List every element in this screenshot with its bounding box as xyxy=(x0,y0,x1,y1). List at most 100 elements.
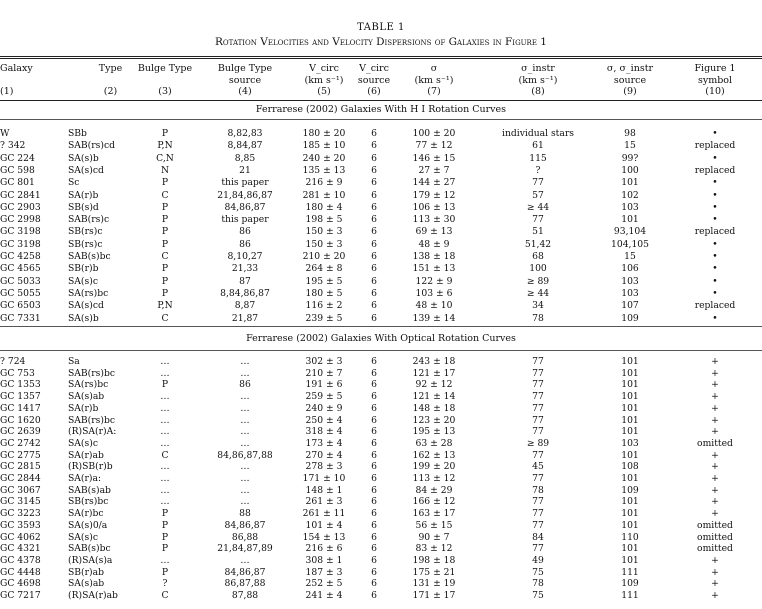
cell-figure-symbol: omitted xyxy=(697,519,733,531)
cell-vcirc: 264 ± 8 xyxy=(305,263,343,275)
header-vcirc-line2: (km s⁻¹) xyxy=(304,74,344,86)
table-row: GC 2742 SA(s)c … … 173 ± 4 6 63 ± 28 ≥ 89 103 omi… xyxy=(0,438,762,449)
cell-sigma-source: 106 xyxy=(621,263,639,275)
cell-sigma-instr: 34 xyxy=(532,300,544,312)
cell-bulge-source: 8,10,27 xyxy=(227,251,263,262)
table-row: GC 7331 SA(s)b C 21,87 239 ± 5 6 139 ± 14 78 109… xyxy=(0,313,762,324)
cell-vcirc-source: 6 xyxy=(371,379,377,391)
cell-sigma: 83 ± 12 xyxy=(415,543,453,555)
cell-type: SA(rs)bc xyxy=(68,379,109,391)
cell-vcirc-source: 6 xyxy=(371,437,377,449)
cell-galaxy: GC 4378 xyxy=(0,554,41,566)
cell-sigma-source: 101 xyxy=(621,356,639,367)
cell-bulge-source: 88 xyxy=(239,508,251,520)
cell-sigma: 131 ± 19 xyxy=(412,578,456,590)
cell-vcirc-source: 6 xyxy=(371,226,377,238)
cell-sigma-source: 101 xyxy=(621,426,639,438)
cell-sigma-source: 103 xyxy=(621,275,639,287)
cell-vcirc: 302 ± 3 xyxy=(305,356,343,367)
cell-type: SB(rs)c xyxy=(68,226,103,238)
cell-vcirc: 318 ± 4 xyxy=(305,426,343,438)
cell-vcirc-source: 6 xyxy=(371,367,377,379)
cell-sigma-instr: individual stars xyxy=(502,128,574,139)
cell-sigma-source: 101 xyxy=(621,473,639,484)
cell-bulge-type: … xyxy=(160,554,170,566)
cell-vcirc: 240 ± 20 xyxy=(302,152,346,164)
cell-sigma-source: 109 xyxy=(621,312,639,324)
cell-figure-symbol: + xyxy=(711,578,719,590)
cell-type: SA(s)0/a xyxy=(68,519,108,531)
cell-sigma: 166 ± 12 xyxy=(412,496,456,508)
header-vcirc-source: V_circ source (6) xyxy=(355,63,393,98)
cell-sigma-source: 101 xyxy=(621,496,639,508)
cell-sigma-source: 109 xyxy=(621,578,639,590)
cell-sigma: 122 ± 9 xyxy=(415,275,453,287)
cell-figure-symbol: • xyxy=(712,214,718,226)
cell-type: SA(s)cd xyxy=(68,300,104,312)
cell-galaxy: GC 2639 xyxy=(0,426,41,438)
cell-sigma: 151 ± 13 xyxy=(412,263,456,275)
cell-type: SA(s)cd xyxy=(68,164,104,176)
cell-sigma-instr: 77 xyxy=(532,414,544,426)
cell-sigma-source: 103 xyxy=(621,287,639,299)
cell-bulge-type: P xyxy=(161,177,169,189)
cell-bulge-source: … xyxy=(240,461,250,473)
cell-sigma-instr: 77 xyxy=(532,367,544,379)
table-row: GC 2844 SA(r)a: … … 171 ± 10 6 113 ± 12 77 101 + xyxy=(0,473,762,484)
cell-type: SA(s)c xyxy=(68,531,98,543)
cell-sigma-instr: 84 xyxy=(532,531,544,543)
cell-bulge-type: P,N xyxy=(157,140,173,152)
cell-vcirc-source: 6 xyxy=(371,449,377,461)
cell-vcirc: 210 ± 20 xyxy=(302,251,346,262)
cell-bulge-source: … xyxy=(240,437,250,449)
cell-bulge-type: C xyxy=(161,312,169,324)
cell-bulge-type: P xyxy=(161,263,169,275)
cell-vcirc-source: 6 xyxy=(371,414,377,426)
cell-sigma: 198 ± 18 xyxy=(412,554,456,566)
header-vcirc-source-line3: (6) xyxy=(367,86,381,97)
cell-figure-symbol: + xyxy=(711,426,719,438)
cell-type: SA(s)b xyxy=(68,152,99,164)
cell-sigma-instr: 57 xyxy=(532,189,544,201)
cell-bulge-source: … xyxy=(240,554,250,566)
cell-sigma-instr: 78 xyxy=(532,484,544,496)
cell-galaxy: GC 7217 xyxy=(0,590,41,601)
cell-galaxy: GC 5033 xyxy=(0,275,41,287)
cell-bulge-type: … xyxy=(160,367,170,379)
cell-galaxy: GC 2844 xyxy=(0,473,41,484)
cell-bulge-type: … xyxy=(160,402,170,414)
cell-sigma: 92 ± 12 xyxy=(415,379,453,391)
cell-sigma: 179 ± 12 xyxy=(412,189,456,201)
cell-type: SA(s)c xyxy=(68,437,98,449)
cell-sigma-instr: 75 xyxy=(532,566,544,578)
cell-vcirc: 148 ± 1 xyxy=(305,484,343,496)
cell-type: SA(s)b xyxy=(68,312,99,324)
cell-figure-symbol: + xyxy=(711,590,719,601)
cell-sigma: 123 ± 20 xyxy=(412,414,456,426)
cell-vcirc: 259 ± 5 xyxy=(305,391,343,403)
table-row: GC 3198 SB(rs)c P 86 150 ± 3 6 48 ± 9 51,42 104,… xyxy=(0,239,762,250)
cell-bulge-type: P xyxy=(161,566,169,578)
cell-figure-symbol: replaced xyxy=(694,300,736,312)
cell-sigma-instr: 77 xyxy=(532,391,544,403)
cell-bulge-source: 84,86,87 xyxy=(224,566,266,578)
table-row: GC 1357 SA(s)ab … … 259 ± 5 6 121 ± 14 77 101 + xyxy=(0,391,762,402)
cell-figure-symbol: omitted xyxy=(697,531,733,543)
cell-vcirc: 281 ± 10 xyxy=(302,189,346,201)
cell-vcirc-source: 6 xyxy=(371,177,377,189)
cell-figure-symbol: + xyxy=(711,461,719,473)
cell-galaxy: GC 4258 xyxy=(0,251,41,262)
header-rule xyxy=(0,100,762,101)
header-sigma-line1: σ xyxy=(430,63,438,74)
cell-sigma-instr: 77 xyxy=(532,426,544,438)
cell-figure-symbol: + xyxy=(711,367,719,379)
cell-sigma-source: 104,105 xyxy=(611,238,649,250)
cell-galaxy: GC 3593 xyxy=(0,519,41,531)
cell-sigma-instr: 77 xyxy=(532,543,544,555)
table-row: GC 4258 SAB(s)bc C 8,10,27 210 ± 20 6 138 ± 18… xyxy=(0,251,762,262)
cell-vcirc-source: 6 xyxy=(371,590,377,601)
cell-vcirc: 210 ± 7 xyxy=(305,367,343,379)
table-row: GC 598 SA(s)cd N 21 135 ± 13 6 27 ± 7? 100 repla… xyxy=(0,165,762,176)
cell-sigma-source: 101 xyxy=(621,402,639,414)
